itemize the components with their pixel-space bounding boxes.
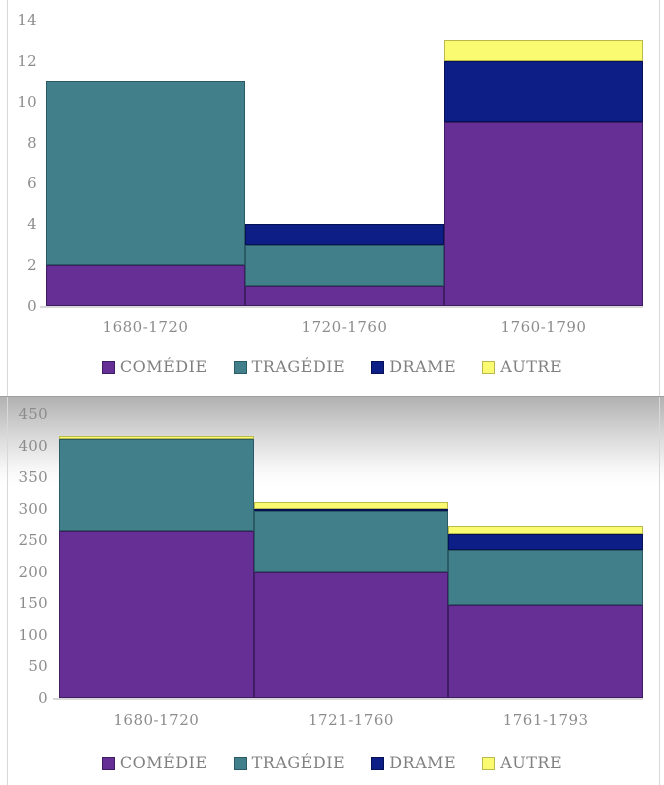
- legend-swatch-tragedie: [233, 360, 247, 374]
- legend-label: DRAME: [389, 753, 457, 772]
- y-tick-label: 2: [27, 256, 37, 275]
- y-tick-label: 14: [17, 10, 37, 29]
- segment-drame: [253, 508, 449, 512]
- segment-tragedie: [46, 81, 245, 266]
- y-tick-label: 10: [17, 92, 37, 111]
- segment-drame: [448, 533, 643, 550]
- segment-drame: [245, 224, 444, 245]
- legend-swatch-tragedie: [233, 756, 247, 770]
- segment-autre: [444, 40, 643, 61]
- y-tick-label: 4: [27, 215, 37, 234]
- legend-item-drame: DRAME: [371, 358, 456, 376]
- y-tick-label: 6: [27, 174, 37, 193]
- legend-swatch-autre: [482, 756, 496, 770]
- panel-right-border: [659, 0, 660, 396]
- legend-label: AUTRE: [500, 753, 563, 772]
- x-axis-line: [40, 306, 643, 308]
- y-tick-label: 100: [18, 625, 48, 644]
- legend-item-autre: AUTRE: [482, 754, 562, 772]
- legend-label: TRAGÉDIE: [251, 357, 346, 376]
- segment-tragedie: [59, 439, 254, 531]
- legend-label: TRAGÉDIE: [251, 753, 346, 772]
- legend-item-comedie: COMÉDIE: [101, 357, 208, 376]
- legend-item-autre: AUTRE: [482, 358, 562, 376]
- y-tick-label: 300: [18, 499, 48, 518]
- x-category-label: 1761-1793: [502, 711, 589, 729]
- y-tick-label: 250: [18, 531, 48, 550]
- legend-swatch-drame: [371, 360, 385, 374]
- segment-comedie: [448, 604, 643, 698]
- legend-swatch-comedie: [101, 756, 115, 770]
- chart-panel-top: 0 2 4 6 8 10 12 14 1680-1720 1720-1760 1760-1790 …: [0, 0, 664, 396]
- y-tick-label: 150: [18, 594, 48, 613]
- y-tick-label: 50: [28, 657, 48, 676]
- y-tick-label: 8: [27, 133, 37, 152]
- legend-label: DRAME: [389, 357, 457, 376]
- y-tick-label: 200: [18, 562, 48, 581]
- segment-drame: [444, 60, 643, 123]
- y-tick-label: 400: [18, 436, 48, 455]
- legend-item-drame: DRAME: [371, 754, 456, 772]
- segment-tragedie: [253, 511, 449, 572]
- legend-swatch-autre: [482, 360, 496, 374]
- segment-comedie: [59, 530, 254, 698]
- segment-comedie: [444, 122, 643, 306]
- segment-tragedie: [448, 549, 643, 605]
- x-axis-line: [53, 698, 643, 700]
- x-category-label: 1680-1720: [113, 711, 200, 729]
- y-tick-label: 450: [18, 405, 48, 423]
- segment-comedie: [46, 265, 245, 306]
- segment-comedie: [253, 571, 449, 698]
- legend-label: AUTRE: [500, 357, 563, 376]
- panel-left-border: [7, 397, 8, 785]
- legend-label: COMÉDIE: [119, 753, 208, 772]
- x-category-label: 1760-1790: [500, 318, 587, 336]
- panel-right-border: [659, 397, 660, 785]
- segment-autre: [59, 436, 254, 440]
- chart-panel-bottom: 0 50 100 150 200 250 300 350 400 450 1680-1720 172…: [0, 396, 664, 785]
- legend-label: COMÉDIE: [119, 357, 208, 376]
- legend-top: COMÉDIE TRAGÉDIE DRAME AUTRE: [0, 358, 664, 376]
- segment-autre: [253, 502, 449, 509]
- legend-swatch-drame: [371, 756, 385, 770]
- y-tick-label: 12: [17, 51, 37, 70]
- legend-bottom: COMÉDIE TRAGÉDIE DRAME AUTRE: [0, 754, 664, 772]
- legend-item-comedie: COMÉDIE: [101, 753, 208, 772]
- y-tick-label: 350: [18, 468, 48, 487]
- x-category-label: 1721-1760: [308, 711, 394, 729]
- segment-comedie: [245, 285, 444, 306]
- legend-swatch-comedie: [101, 360, 115, 374]
- legend-item-tragedie: TRAGÉDIE: [233, 753, 346, 772]
- y-tick-label: 0: [38, 689, 48, 707]
- y-tick-label: 0: [27, 297, 37, 315]
- segment-autre: [448, 526, 643, 534]
- segment-tragedie: [245, 244, 444, 286]
- x-category-label: 1680-1720: [102, 318, 189, 336]
- legend-item-tragedie: TRAGÉDIE: [233, 357, 346, 376]
- panel-left-border: [7, 0, 8, 396]
- x-category-label: 1720-1760: [301, 318, 388, 336]
